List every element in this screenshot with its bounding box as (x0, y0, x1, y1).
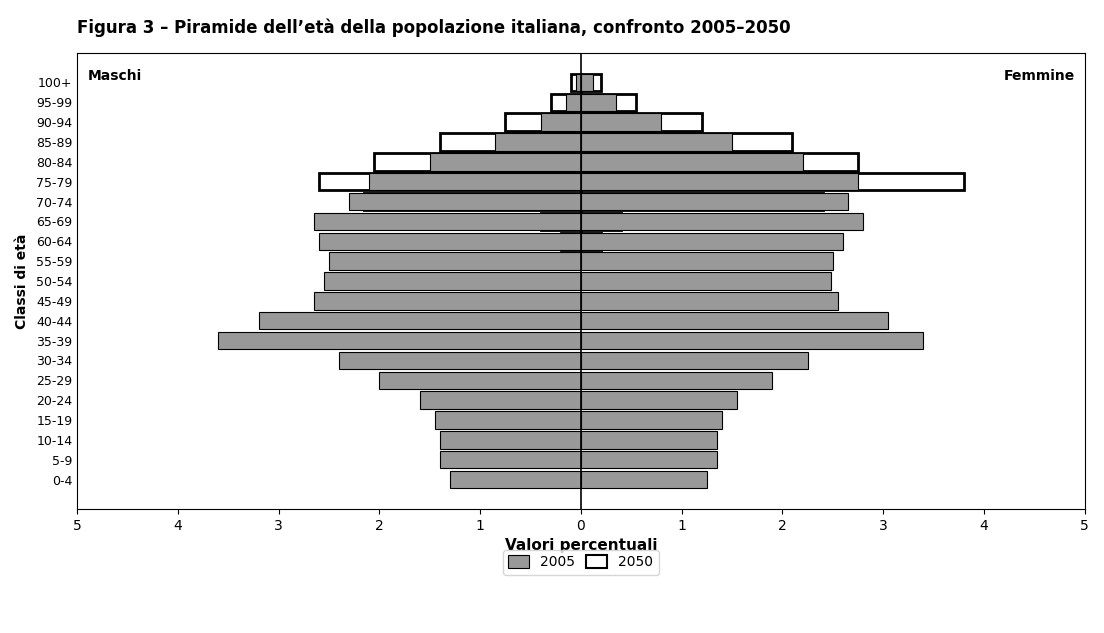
Bar (581, 232, 842, 250)
Bar (450, 471, 581, 488)
Bar (581, 272, 830, 290)
Bar (439, 134, 581, 151)
Bar (581, 213, 863, 230)
Bar (506, 113, 581, 131)
Bar (581, 73, 601, 91)
Bar (496, 134, 581, 151)
Bar (420, 391, 581, 409)
Bar (581, 431, 716, 449)
Bar (219, 332, 581, 349)
Text: Maschi: Maschi (87, 68, 141, 82)
Text: Femmine: Femmine (1004, 68, 1074, 82)
Bar (581, 153, 858, 170)
Bar (581, 253, 832, 270)
Bar (581, 173, 858, 191)
Bar (565, 94, 581, 111)
Bar (581, 471, 707, 488)
Text: Figura 3 – Piramide dell’età della popolazione italiana, confronto 2005–2050: Figura 3 – Piramide dell’età della popol… (77, 19, 790, 37)
Bar (380, 372, 581, 389)
Bar (581, 153, 803, 170)
Bar (329, 253, 581, 270)
Bar (581, 113, 661, 131)
Bar (435, 411, 581, 429)
Bar (258, 312, 581, 329)
Bar (429, 153, 581, 170)
Bar (319, 232, 581, 250)
Bar (314, 292, 581, 310)
Bar (323, 272, 581, 290)
Bar (581, 94, 636, 111)
Bar (581, 134, 732, 151)
Bar (541, 213, 581, 230)
Bar (581, 193, 848, 210)
Bar (581, 232, 601, 250)
Legend: 2005, 2050: 2005, 2050 (502, 550, 659, 575)
Bar (581, 292, 838, 310)
Bar (349, 193, 581, 210)
Bar (581, 451, 716, 468)
Bar (581, 113, 702, 131)
Bar (581, 332, 923, 349)
Bar (374, 153, 581, 170)
Bar (581, 411, 722, 429)
Bar (581, 312, 889, 329)
Bar (541, 113, 581, 131)
Bar (314, 213, 581, 230)
Bar (439, 451, 581, 468)
Bar (339, 352, 581, 369)
Bar (581, 94, 616, 111)
Bar (370, 173, 581, 191)
Bar (319, 173, 581, 191)
Bar (581, 352, 808, 369)
Bar (364, 193, 581, 210)
Bar (581, 73, 593, 91)
Bar (581, 134, 793, 151)
Bar (581, 193, 822, 210)
Bar (581, 213, 622, 230)
Bar (571, 73, 581, 91)
Bar (561, 232, 581, 250)
Bar (439, 431, 581, 449)
Bar (581, 391, 737, 409)
X-axis label: Valori percentuali: Valori percentuali (505, 538, 657, 553)
Bar (581, 173, 964, 191)
Bar (551, 94, 581, 111)
Y-axis label: Classi di età: Classi di età (15, 234, 29, 329)
Bar (576, 73, 581, 91)
Bar (581, 372, 773, 389)
